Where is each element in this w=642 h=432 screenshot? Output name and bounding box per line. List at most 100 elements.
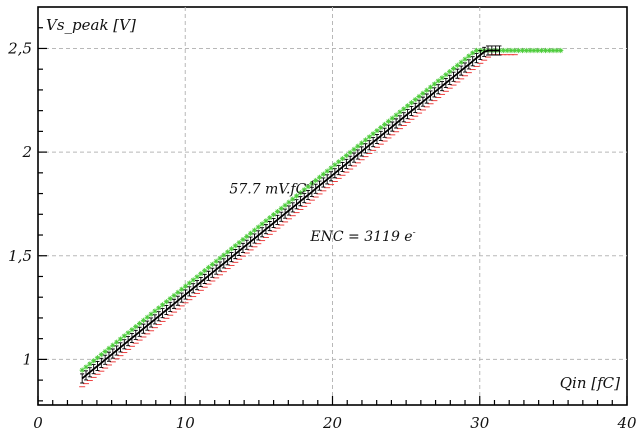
upper-point (282, 202, 288, 208)
upper-point (110, 342, 116, 348)
upper-point (523, 47, 529, 54)
upper-point (114, 339, 120, 345)
upper-point (527, 47, 533, 54)
upper-point (290, 196, 296, 202)
upper-point (167, 296, 173, 302)
upper-point (213, 258, 219, 264)
upper-point (125, 330, 131, 336)
upper-point (550, 47, 556, 54)
upper-point (175, 289, 181, 296)
upper-point (159, 302, 166, 308)
upper-point (435, 78, 441, 84)
upper-point (408, 100, 415, 106)
upper-point (91, 358, 97, 364)
upper-point (397, 109, 403, 115)
upper-point (508, 47, 514, 54)
upper-point (301, 187, 307, 193)
upper-point (205, 264, 212, 271)
mean-point (80, 373, 85, 384)
upper-point (309, 180, 315, 187)
upper-point (98, 352, 104, 358)
upper-point (209, 261, 215, 268)
upper-point (473, 47, 480, 54)
upper-point (259, 221, 265, 227)
upper-point (248, 230, 254, 236)
upper-point (117, 336, 124, 342)
annotation-superscript: - (413, 228, 416, 238)
upper-point (144, 314, 150, 320)
upper-point (320, 171, 326, 177)
upper-point (462, 56, 468, 62)
x-tick-label: 20 (322, 414, 343, 432)
y-tick-label: 2 (21, 143, 32, 161)
upper-point (466, 53, 472, 59)
labels: 0 10 20 30 40 1 1,5 2 2,5 Vs_peak [V] Qin [fC] 57.7… (7, 16, 637, 432)
upper-point (251, 227, 258, 233)
data-points (79, 45, 564, 388)
upper-point (225, 249, 231, 255)
upper-point (412, 97, 418, 103)
upper-point (79, 367, 85, 373)
annotation-superscript: -1 (306, 181, 315, 191)
upper-point (447, 69, 453, 75)
upper-point (458, 59, 464, 65)
upper-point (313, 177, 319, 184)
upper-point (500, 47, 506, 54)
upper-point (194, 274, 200, 280)
upper-point (190, 277, 196, 283)
upper-point (427, 84, 434, 90)
upper-point (347, 149, 353, 156)
upper-point (198, 271, 204, 277)
ticks (37, 27, 628, 405)
upper-point (359, 140, 365, 146)
x-tick-label: 0 (33, 414, 43, 432)
upper-point (378, 124, 384, 131)
x-tick-label: 40 (616, 414, 637, 432)
upper-point (512, 47, 518, 54)
upper-point (424, 87, 430, 93)
upper-point (351, 146, 357, 152)
upper-point (271, 212, 277, 218)
upper-point (106, 345, 112, 351)
upper-point (516, 47, 522, 54)
upper-point (519, 47, 526, 54)
x-axis-title: Qin [fC] (560, 374, 620, 392)
upper-point (401, 106, 407, 112)
upper-point (538, 47, 545, 54)
x-tick-label: 10 (176, 414, 196, 432)
upper-point (293, 193, 300, 199)
upper-point (324, 168, 330, 174)
upper-point (94, 355, 101, 361)
upper-point (87, 361, 93, 367)
upper-point (546, 47, 552, 54)
upper-point (240, 236, 246, 243)
upper-point (83, 364, 89, 370)
annotation: ENC = 3119 e- (309, 228, 415, 245)
upper-point (140, 317, 147, 323)
upper-point (148, 311, 154, 317)
y-tick-label: 1 (22, 350, 32, 368)
upper-point (343, 152, 349, 159)
upper-point (137, 320, 143, 327)
upper-point (286, 199, 292, 205)
upper-point (531, 47, 537, 54)
mean-line (81, 49, 500, 380)
upper-point (244, 233, 250, 240)
upper-point (336, 159, 342, 165)
upper-point (385, 118, 392, 124)
upper-point (278, 205, 284, 212)
upper-point (404, 103, 411, 109)
upper-point (370, 131, 376, 137)
upper-point (450, 65, 457, 72)
upper-point (416, 93, 422, 100)
upper-point (382, 121, 388, 128)
upper-point (339, 156, 346, 162)
y-tick-label: 2,5 (7, 39, 32, 57)
upper-point (182, 283, 189, 289)
upper-point (163, 299, 170, 305)
upper-point (328, 165, 334, 171)
upper-point (542, 47, 549, 54)
upper-point (232, 243, 238, 249)
x-tick-label: 30 (470, 414, 490, 432)
